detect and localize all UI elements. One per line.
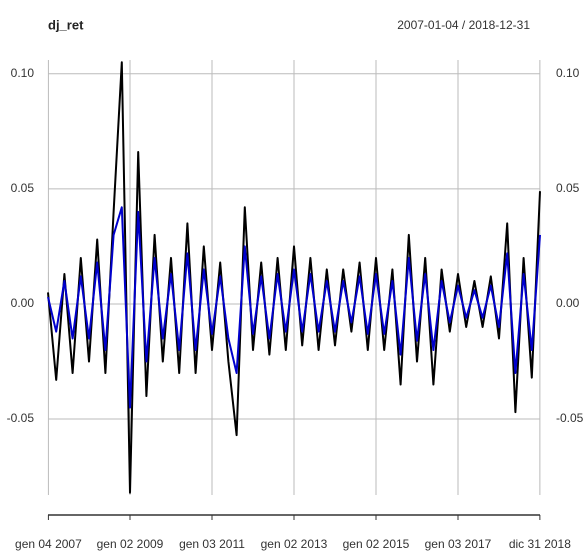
series-line [47, 206, 541, 409]
series-line [47, 61, 541, 494]
x-tick-label: gen 02 2013 [261, 537, 328, 551]
chart-title: dj_ret [48, 17, 84, 32]
x-tick-label: gen 04 2007 [15, 537, 82, 551]
y-tick-label-right: 0.00 [556, 296, 580, 310]
y-tick-label-right: 0.10 [556, 66, 580, 80]
x-tick-label: gen 03 2011 [179, 537, 245, 551]
y-tick-label-right: 0.05 [556, 181, 580, 195]
x-tick-label: dic 31 2018 [509, 537, 571, 551]
chart-subtitle: 2007-01-04 / 2018-12-31 [397, 18, 530, 32]
y-tick-label: 0.00 [11, 296, 35, 310]
y-tick-label: 0.05 [11, 181, 35, 195]
x-tick-label: gen 03 2017 [425, 537, 492, 551]
y-tick-label: -0.05 [7, 411, 35, 425]
x-tick-label: gen 02 2015 [343, 537, 410, 551]
y-tick-label: 0.10 [11, 66, 35, 80]
y-tick-label-right: -0.05 [556, 411, 584, 425]
x-tick-label: gen 02 2009 [97, 537, 164, 551]
